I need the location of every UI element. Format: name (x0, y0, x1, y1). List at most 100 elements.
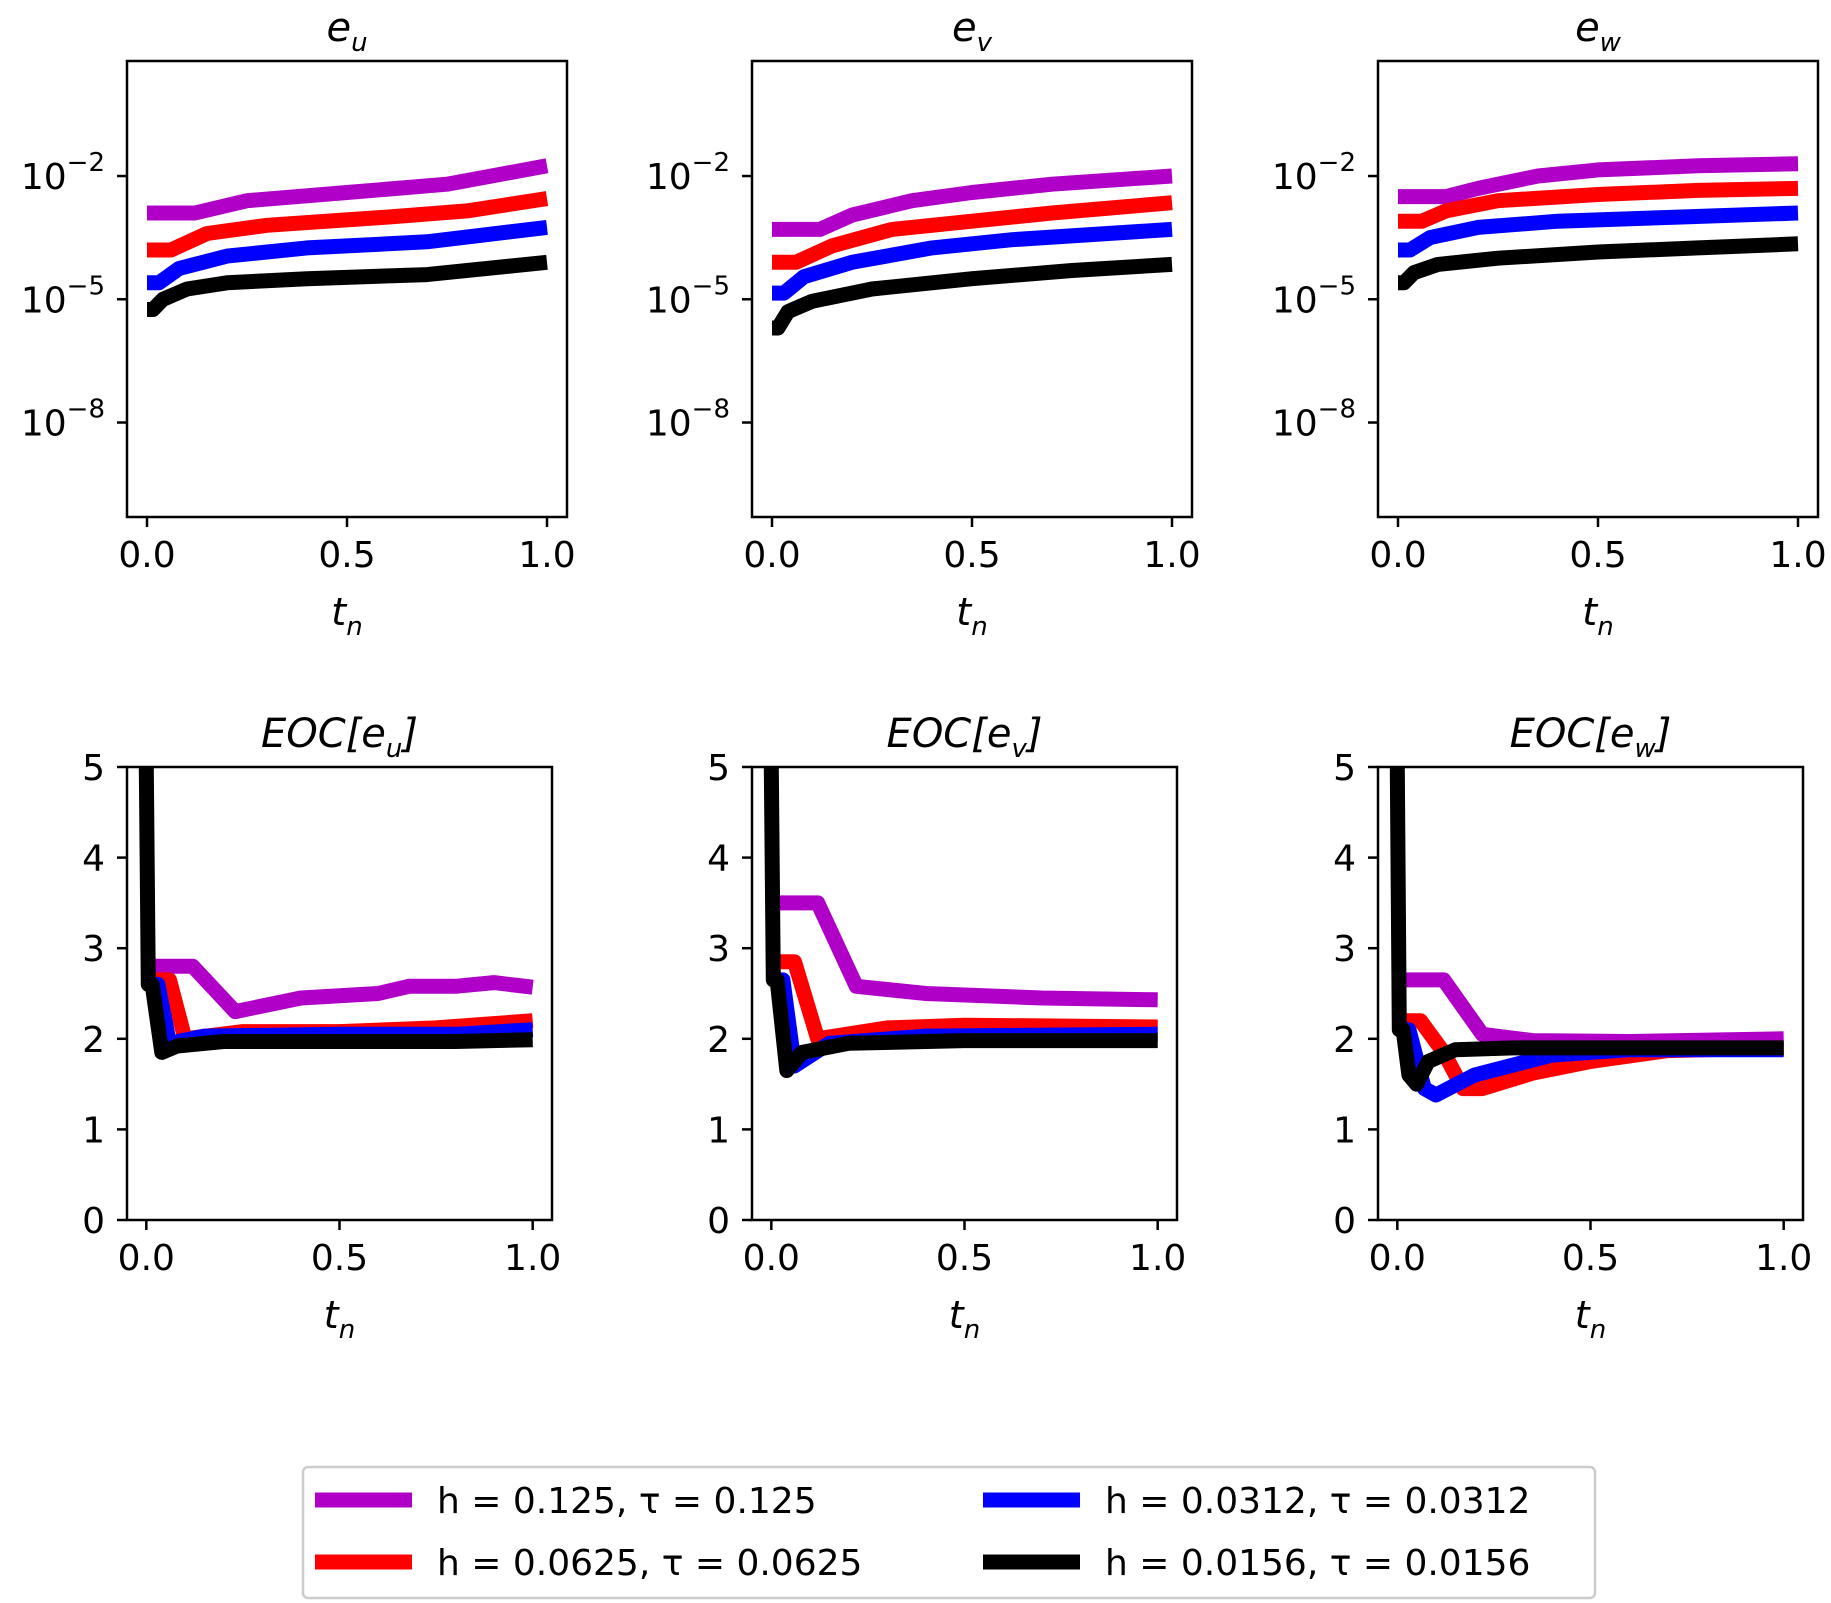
y-tick-label: 3 (82, 929, 105, 970)
xlabel-subscript: n (971, 612, 987, 642)
axes-frame (1376, 59, 1820, 519)
title-base: e (952, 5, 977, 51)
series-lines (145, 158, 549, 317)
x-tick-label: 0.0 (1369, 535, 1426, 576)
y-tick-label: 10−8 (1272, 395, 1356, 445)
y-tick-label: 2 (82, 1020, 105, 1061)
series-line-h0125 (771, 895, 1158, 1008)
x-axis-label: tn (1575, 1293, 1606, 1345)
title-base: EOC[e (261, 711, 386, 757)
y-tick-exponent: −5 (67, 271, 105, 301)
y-tick-base: 10 (1272, 404, 1318, 445)
y-tick-label: 4 (707, 839, 730, 880)
y-tick-exponent: −2 (1318, 148, 1356, 178)
legend-label: h = 0.0625, τ = 0.0625 (437, 1543, 862, 1584)
x-tick-label: 1.0 (1755, 1238, 1812, 1279)
legend-entry-h0125: h = 0.125, τ = 0.125 (315, 1481, 817, 1522)
series-line-h00312 (147, 219, 548, 291)
y-tick-label: 10−5 (646, 271, 730, 321)
series-line-h00156 (1389, 767, 1784, 1092)
series-line-h00312 (1398, 205, 1799, 258)
legend: h = 0.125, τ = 0.125 h = 0.0625, τ = 0.06… (301, 1465, 1597, 1600)
title-subscript: w (1600, 28, 1622, 58)
y-tick-label: 5 (1333, 748, 1356, 789)
series-line-h0125 (772, 168, 1173, 237)
legend-label: h = 0.0156, τ = 0.0156 (1105, 1543, 1530, 1584)
series-line-h00625 (147, 191, 549, 258)
y-tick-label: 0 (82, 1201, 105, 1242)
y-tick-label: 0 (1333, 1201, 1356, 1242)
x-axis-label: tn (949, 1293, 980, 1345)
y-tick-base: 10 (646, 157, 692, 198)
y-tick-label: 10−5 (21, 271, 105, 321)
xlabel-subscript: n (1597, 612, 1613, 642)
y-tick-exponent: −8 (67, 395, 105, 425)
y-tick-label: 3 (1333, 929, 1356, 970)
axes-frame (1376, 765, 1805, 1222)
y-tick-label: 10−8 (646, 395, 730, 445)
series-line-h0125 (146, 958, 534, 1020)
x-axis-label: tn (956, 590, 987, 642)
series-line-h00156 (1396, 236, 1799, 291)
x-tick-label: 0.0 (743, 1238, 800, 1279)
series-line-h0125 (1398, 156, 1799, 205)
axes-frame (750, 59, 1194, 519)
y-tick-label: 2 (1333, 1020, 1356, 1061)
title-end: ] (1654, 711, 1672, 757)
title-base: e (326, 5, 351, 51)
y-tick-label: 10−8 (21, 395, 105, 445)
y-tick-base: 10 (1272, 157, 1318, 198)
x-axis-label: tn (1582, 590, 1613, 642)
series-lines (763, 767, 1158, 1078)
series-line-h00625 (772, 195, 1173, 270)
y-tick-exponent: −2 (67, 148, 105, 178)
legend-entry-h00156: h = 0.0156, τ = 0.0156 (983, 1543, 1530, 1584)
title-subscript: w (1635, 734, 1657, 764)
panel-title: EOC[ev] (887, 711, 1043, 764)
series-line-h00156 (770, 256, 1173, 336)
x-tick-label: 1.0 (1769, 535, 1826, 576)
x-tick-label: 0.0 (1369, 1238, 1426, 1279)
y-tick-exponent: −8 (692, 395, 730, 425)
xlabel-subscript: n (346, 612, 362, 642)
xlabel-base: t (1575, 1293, 1592, 1337)
y-tick-exponent: −5 (1318, 271, 1356, 301)
x-tick-label: 1.0 (518, 535, 575, 576)
series-line-h00312 (772, 221, 1173, 301)
panel-title: eu (326, 5, 367, 58)
x-tick-label: 0.5 (1569, 535, 1626, 576)
y-tick-base: 10 (21, 404, 67, 445)
x-tick-label: 0.5 (1562, 1238, 1619, 1279)
xlabel-base: t (331, 590, 348, 634)
xlabel-subscript: n (339, 1315, 355, 1345)
x-tick-label: 1.0 (1129, 1238, 1186, 1279)
y-tick-base: 10 (1272, 280, 1318, 321)
title-subscript: v (977, 28, 993, 58)
y-tick-base: 10 (646, 280, 692, 321)
series-lines (770, 168, 1173, 336)
series-line-h0125 (147, 158, 549, 221)
y-tick-label: 10−5 (1272, 271, 1356, 321)
title-subscript: u (351, 28, 367, 58)
panel-5: 0.0 0.5 1.0 0 1 2 3 4 5 EOC[ev] tn (707, 711, 1186, 1345)
series-lines (138, 767, 534, 1060)
y-tick-base: 10 (21, 280, 67, 321)
y-tick-label: 10−2 (1272, 148, 1356, 198)
title-end: ] (1025, 711, 1043, 757)
series-line-h00625 (1398, 180, 1799, 229)
panel-title: EOC[eu] (261, 711, 418, 764)
x-tick-label: 0.0 (118, 535, 175, 576)
y-tick-label: 10−2 (646, 148, 730, 198)
series-line-h0125 (1397, 972, 1784, 1049)
x-tick-label: 0.5 (311, 1238, 368, 1279)
y-tick-label: 4 (1333, 839, 1356, 880)
panel-4: 0.0 0.5 1.0 0 1 2 3 4 5 EOC[eu] tn (82, 711, 561, 1345)
y-tick-label: 2 (707, 1020, 730, 1061)
panel-6: 0.0 0.5 1.0 0 1 2 3 4 5 EOC[ew] tn (1333, 711, 1812, 1345)
series-lines (1389, 767, 1784, 1103)
x-axis-label: tn (324, 1293, 355, 1345)
legend-label: h = 0.125, τ = 0.125 (437, 1481, 817, 1522)
